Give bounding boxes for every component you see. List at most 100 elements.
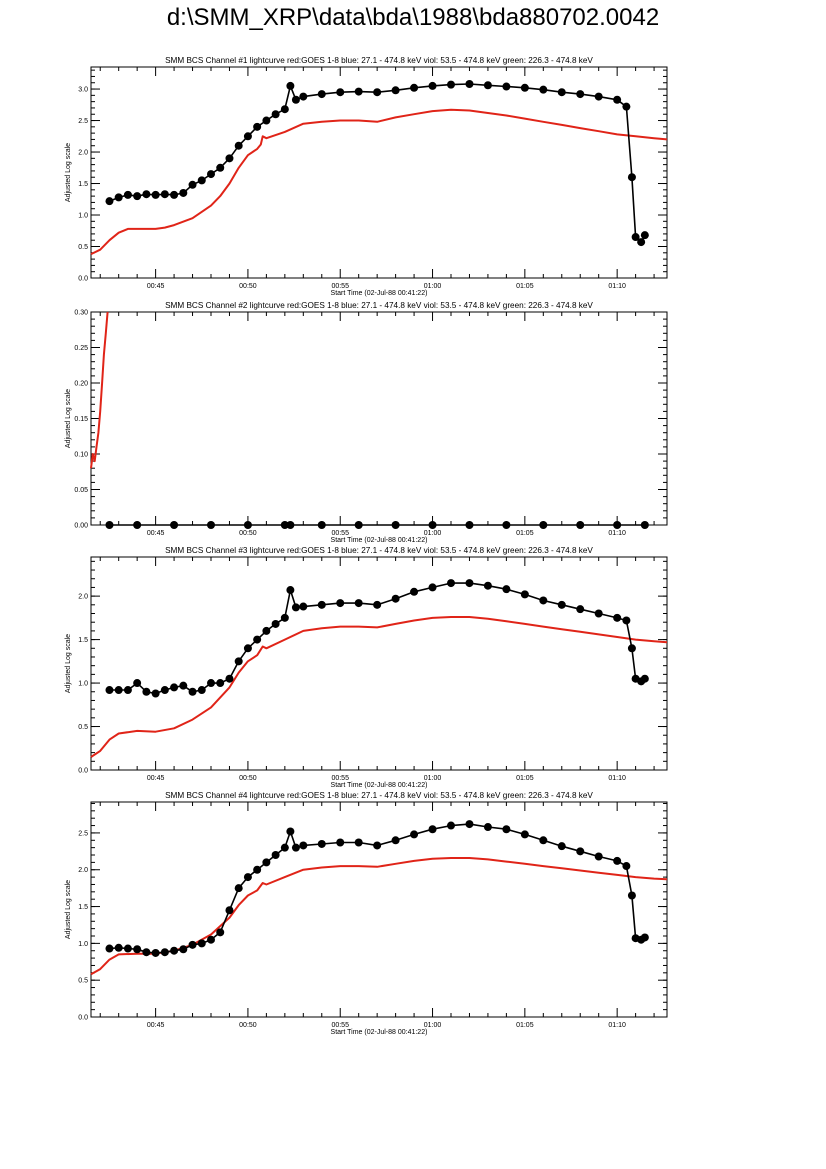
goes-series-line [90, 616, 668, 758]
y-axis-label: Adjusted Log scale [65, 634, 72, 693]
bcs-data-point [114, 943, 123, 952]
x-tick-label: 00:55 [331, 1022, 349, 1029]
chart-panel-2: SMM BCS Channel #2 lightcurve red:GOES 1… [65, 301, 668, 544]
bcs-data-point [271, 619, 280, 628]
bcs-data-point [253, 635, 262, 644]
bcs-data-point [317, 90, 326, 99]
bcs-data-point [557, 600, 566, 609]
plot-frame [90, 66, 668, 279]
y-axis-label: Adjusted Log scale [65, 143, 72, 202]
bcs-data-point [105, 197, 114, 206]
x-tick-label: 01:00 [424, 283, 442, 290]
bcs-data-point [170, 190, 179, 199]
bcs-data-point [539, 596, 548, 605]
x-tick-label: 01:10 [608, 283, 626, 290]
bcs-data-point [105, 521, 114, 529]
bcs-data-point [123, 686, 132, 695]
x-tick-label: 01:05 [516, 530, 534, 537]
bcs-data-point [640, 674, 649, 683]
bcs-data-point [627, 891, 636, 900]
bcs-data-point [391, 521, 400, 529]
y-axis-label: Adjusted Log scale [65, 880, 72, 939]
bcs-data-point [640, 231, 649, 240]
bcs-data-point [640, 521, 649, 529]
y-tick-label: 1.0 [78, 681, 88, 688]
bcs-data-point [637, 238, 646, 247]
bcs-data-point [170, 683, 179, 692]
bcs-data-point [354, 599, 363, 608]
bcs-data-point [262, 858, 271, 867]
bcs-data-point [170, 521, 179, 529]
bcs-data-point [336, 599, 345, 608]
bcs-data-point [197, 686, 206, 695]
x-tick-label: 00:45 [147, 530, 165, 537]
bcs-data-point [299, 92, 308, 101]
x-tick-label: 01:05 [516, 1022, 534, 1029]
bcs-data-point [576, 521, 585, 529]
bcs-data-point [483, 81, 492, 90]
bcs-data-point [133, 192, 142, 201]
bcs-data-point [336, 838, 345, 847]
bcs-data-point [594, 609, 603, 618]
bcs-data-point [520, 830, 529, 839]
bcs-data-point [465, 579, 474, 588]
bcs-data-point [291, 843, 300, 852]
x-tick-label: 00:50 [239, 1022, 257, 1029]
bcs-data-point [105, 686, 114, 695]
x-axis-label: Start Time (02-Jul-88 00:41:22) [331, 782, 428, 789]
bcs-data-point [336, 88, 345, 97]
bcs-data-point [286, 521, 295, 529]
bcs-data-point [234, 657, 243, 666]
x-tick-label: 01:00 [424, 530, 442, 537]
bcs-data-point [179, 681, 188, 690]
bcs-data-point [253, 122, 262, 131]
bcs-data-point [271, 110, 280, 119]
bcs-data-point [576, 90, 585, 99]
bcs-data-point [170, 946, 179, 955]
bcs-data-point [317, 839, 326, 848]
bcs-data-point [465, 80, 474, 89]
bcs-data-point [520, 590, 529, 599]
chart-title: SMM BCS Channel #1 lightcurve red:GOES 1… [165, 56, 593, 65]
x-tick-label: 00:55 [331, 775, 349, 782]
bcs-data-point [299, 602, 308, 611]
bcs-data-point [576, 605, 585, 614]
y-tick-label: 0.30 [74, 310, 88, 317]
chart-panel-1: SMM BCS Channel #1 lightcurve red:GOES 1… [65, 56, 668, 297]
bcs-data-point [502, 521, 511, 529]
bcs-data-point [286, 827, 295, 836]
bcs-data-point [216, 163, 225, 172]
y-tick-label: 1.0 [78, 213, 88, 220]
bcs-data-point [354, 521, 363, 529]
bcs-data-point [151, 689, 160, 698]
bcs-data-point [271, 851, 280, 860]
bcs-data-point [391, 86, 400, 95]
bcs-data-point [207, 170, 215, 179]
bcs-data-point [216, 928, 225, 937]
bcs-data-point [286, 586, 295, 595]
bcs-data-point [142, 190, 151, 199]
bcs-data-point [291, 603, 300, 612]
bcs-data-point [114, 193, 123, 202]
x-axis-label: Start Time (02-Jul-88 00:41:22) [331, 1029, 428, 1036]
bcs-data-point [483, 581, 492, 590]
bcs-data-point [317, 521, 326, 529]
bcs-data-point [114, 686, 123, 695]
bcs-data-point [207, 679, 215, 688]
goes-series-line [90, 857, 668, 976]
chart-title: SMM BCS Channel #3 lightcurve red:GOES 1… [165, 546, 593, 555]
bcs-data-point [502, 82, 511, 91]
bcs-data-point [197, 939, 206, 948]
bcs-data-point [207, 935, 215, 944]
bcs-data-point [262, 116, 271, 125]
y-tick-label: 0.0 [78, 1015, 88, 1022]
bcs-data-point [160, 686, 169, 695]
bcs-data-point [594, 852, 603, 861]
bcs-data-point [640, 933, 649, 942]
y-tick-label: 0.20 [74, 381, 88, 388]
bcs-data-point [613, 856, 622, 865]
bcs-data-point [286, 81, 295, 90]
bcs-data-point [188, 687, 197, 696]
bcs-data-point [243, 521, 252, 529]
goes-series-line [90, 311, 109, 469]
